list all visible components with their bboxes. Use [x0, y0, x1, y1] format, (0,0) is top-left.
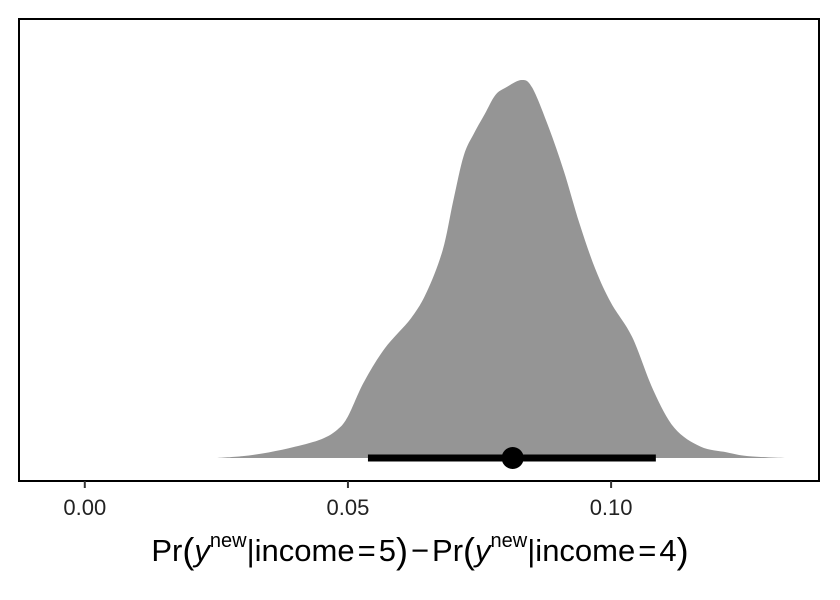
xlabel-val-2: 4: [659, 533, 677, 568]
x-tick-label: 0.10: [590, 495, 633, 520]
x-axis-label: Pr(ynew|income=5)−Pr(ynew|income=4): [151, 530, 689, 571]
x-tick-label: 0.05: [327, 495, 370, 520]
xlabel-y-1: y: [194, 533, 210, 568]
xlabel-pr-1: Pr: [151, 533, 183, 568]
posterior-density-area: [216, 80, 785, 458]
xlabel-eq-2: =: [638, 533, 657, 568]
x-axis: 0.00 0.05 0.10: [63, 481, 633, 520]
xlabel-y-2: y: [475, 533, 491, 568]
x-tick-label: 0.00: [63, 495, 106, 520]
xlabel-sup-1: new: [209, 530, 247, 552]
plot-panel-border: [18, 18, 820, 482]
xlabel-pr-2: Pr: [432, 533, 464, 568]
point-estimate-marker: [501, 447, 524, 469]
xlabel-val-1: 5: [378, 533, 396, 568]
xlabel-sup-2: new: [490, 530, 528, 552]
xlabel-eq-1: =: [357, 533, 376, 568]
xlabel-cond-1: |income: [246, 533, 355, 568]
xlabel-cond-2: |income: [527, 533, 636, 568]
xlabel-minus: −: [410, 533, 430, 568]
density-chart: 0.00 0.05 0.10: [18, 18, 820, 520]
